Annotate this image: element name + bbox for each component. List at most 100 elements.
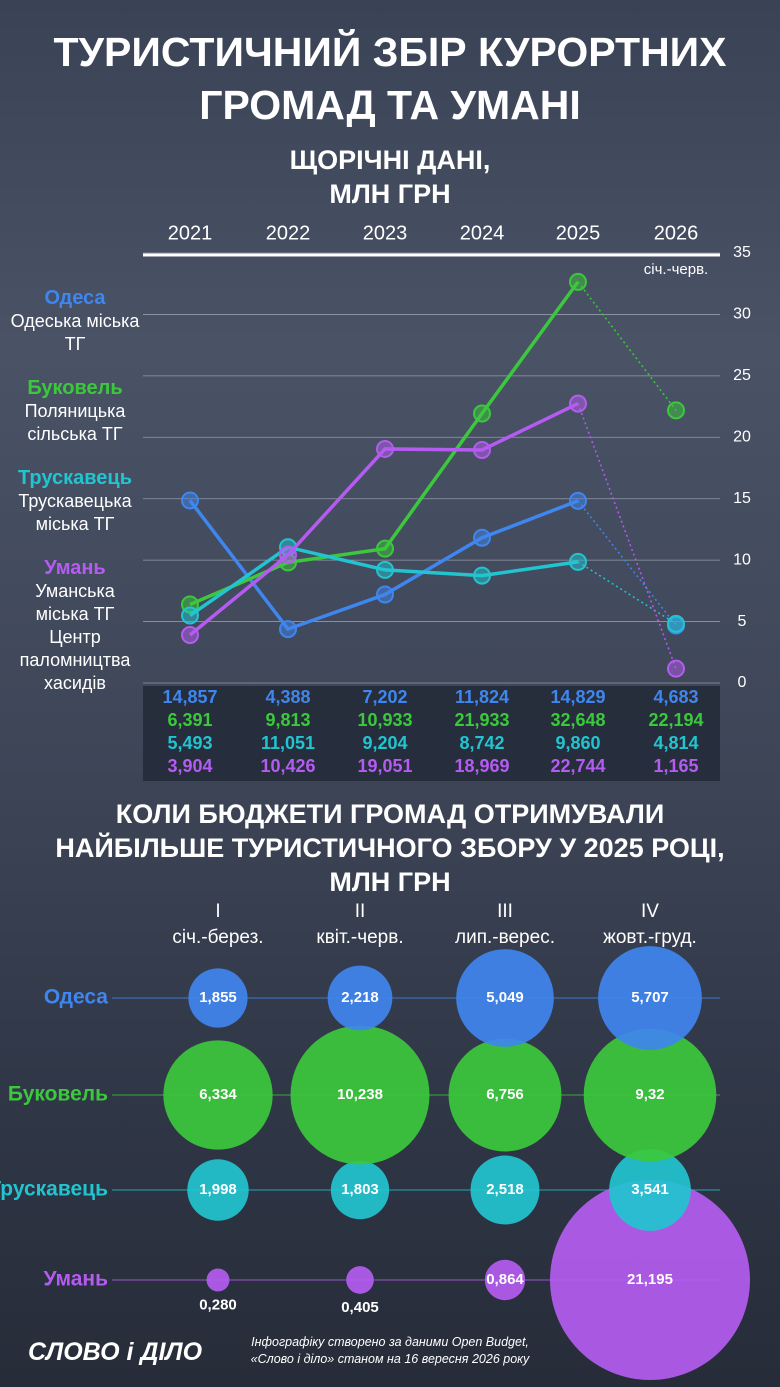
value-label: 6,334 (199, 1086, 237, 1103)
x-tick-label: 2021 (168, 222, 213, 244)
legend-name: Буковель (27, 377, 123, 399)
value-label: 11,824 (455, 687, 509, 707)
bubble (550, 1180, 750, 1380)
y-tick-label: 10 (733, 551, 751, 568)
bubble (330, 1160, 390, 1220)
value-label: 10,426 (260, 756, 315, 776)
y-tick-label: 5 (738, 613, 747, 630)
bubble (206, 1268, 230, 1292)
value-label: 21,933 (454, 710, 509, 730)
bubble (456, 949, 554, 1047)
data-point (279, 620, 297, 639)
row-label: Буковель (8, 1083, 108, 1106)
value-label: 11,051 (261, 733, 315, 753)
data-point (181, 491, 199, 510)
value-table-bg (143, 686, 720, 781)
data-point (569, 491, 587, 510)
legend-subtitle: Трускавецька міська ТГ (18, 491, 132, 534)
bubble (484, 1259, 526, 1301)
row-label: Умань (43, 1268, 108, 1291)
value-label: 4,683 (653, 687, 698, 707)
logo: СЛОВО і ДІЛО (28, 1338, 203, 1366)
value-label: 2,218 (341, 989, 379, 1006)
value-label: 0,405 (341, 1299, 379, 1316)
value-label: 14,857 (162, 687, 217, 707)
bubble (187, 1159, 249, 1221)
data-point (376, 539, 394, 558)
data-point (473, 404, 491, 423)
y-tick-label: 0 (738, 674, 747, 691)
data-point (376, 560, 394, 579)
data-point (376, 585, 394, 604)
legend-item: Буковель Поляницька сільська ТГ (10, 377, 140, 446)
value-label: 9,860 (555, 733, 600, 753)
data-point (279, 545, 297, 564)
value-label: 9,204 (362, 733, 407, 753)
value-label: 5,707 (631, 989, 669, 1006)
series-line-dotted (577, 403, 677, 669)
x-tick-label: 2022 (266, 222, 311, 244)
value-label: 6,391 (167, 710, 212, 730)
data-point (181, 606, 199, 625)
data-point (667, 614, 685, 633)
bubble (346, 1266, 374, 1294)
value-label: 0,864 (486, 1271, 524, 1288)
value-label: 1,165 (653, 756, 698, 776)
value-label: 14,829 (550, 687, 605, 707)
bubble (448, 1038, 562, 1152)
legend-name: Умань (44, 557, 106, 579)
x-tick-sublabel: жовт.-груд. (603, 927, 697, 948)
x-tick-sublabel: січ.-черв. (644, 261, 708, 278)
source: Інфографіку створено за даними Open Budg… (250, 1335, 530, 1366)
value-label: 22,194 (648, 710, 703, 730)
bubble (470, 1155, 540, 1225)
data-point (569, 272, 587, 291)
value-label: 3,541 (631, 1181, 669, 1198)
value-label: 1,803 (341, 1181, 379, 1198)
series-line-dotted (577, 561, 677, 625)
value-label: 9,813 (265, 710, 310, 730)
bubble (583, 1028, 717, 1162)
bubble (188, 968, 248, 1028)
data-point (376, 439, 394, 458)
value-label: 19,051 (357, 756, 412, 776)
bubble (290, 1025, 430, 1165)
bubble (598, 946, 702, 1050)
value-label: 1,855 (199, 989, 237, 1006)
value-label: 7,202 (362, 687, 407, 707)
data-point (473, 528, 491, 547)
value-label: 9,32 (635, 1086, 664, 1103)
legend-item: Трускавець Трускавецька міська ТГ (10, 467, 140, 536)
x-tick-label: II (355, 901, 366, 922)
legend-item: Одеса Одеська міська ТГ (10, 287, 140, 356)
x-tick-label: 2023 (363, 222, 408, 244)
x-tick-sublabel: лип.-верес. (455, 927, 555, 948)
value-label: 32,648 (550, 710, 605, 730)
legend-subtitle: Поляницька сільська ТГ (24, 401, 126, 444)
data-point (569, 552, 587, 571)
value-label: 1,998 (199, 1181, 237, 1198)
x-tick-sublabel: квіт.-черв. (316, 927, 403, 948)
value-label: 2,518 (486, 1181, 524, 1198)
series-line-dotted (577, 281, 677, 411)
chart-title: Щорічні дані, млн грн (289, 145, 491, 209)
x-tick-label: 2024 (460, 222, 505, 244)
value-label: 4,814 (653, 733, 698, 753)
value-label: 5,493 (167, 733, 212, 753)
chart-title: Коли бюджети громад отримували найбільше… (55, 799, 725, 897)
x-tick-label: 2026 (654, 222, 699, 244)
value-label: 5,049 (486, 989, 524, 1006)
data-point (473, 440, 491, 459)
x-tick-label: I (215, 901, 220, 922)
legend-name: Трускавець (17, 467, 133, 489)
y-tick-label: 15 (733, 490, 751, 507)
data-point (181, 626, 199, 645)
bubble (327, 965, 393, 1031)
value-label: 22,744 (550, 756, 605, 776)
value-label: 3,904 (167, 756, 212, 776)
legend-item: Умань Уманська міська ТГ Центр паломництв… (10, 557, 140, 695)
series-line-dotted (577, 500, 677, 626)
value-label: 4,388 (265, 687, 310, 707)
